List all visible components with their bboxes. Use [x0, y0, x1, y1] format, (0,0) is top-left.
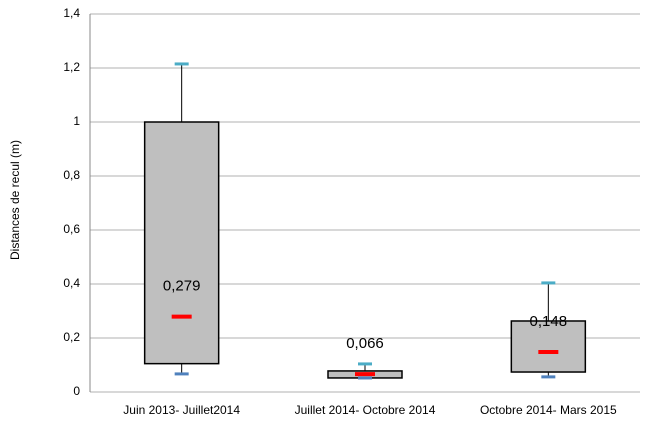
- y-tick-label: 1: [73, 114, 80, 128]
- median-label: 0,279: [163, 278, 201, 295]
- median-label: 0,148: [530, 313, 568, 330]
- x-tick-label: Octobre 2014- Mars 2015: [480, 403, 617, 417]
- y-tick-label: 0,2: [63, 330, 80, 344]
- x-tick-label: Juin 2013- Juillet2014: [123, 403, 240, 417]
- box: [510, 320, 587, 373]
- y-tick-label: 0: [73, 384, 80, 398]
- box: [143, 121, 220, 365]
- y-tick-label: 0,8: [63, 168, 80, 182]
- y-tick-label: 0,6: [63, 222, 80, 236]
- y-axis-label: Distances de recul (m): [8, 140, 22, 260]
- y-tick-label: 1,2: [63, 60, 80, 74]
- median-label: 0,066: [346, 335, 384, 352]
- y-tick-label: 0,4: [63, 276, 80, 290]
- y-tick-label: 1,4: [63, 6, 80, 20]
- x-tick-label: Juillet 2014- Octobre 2014: [295, 403, 436, 417]
